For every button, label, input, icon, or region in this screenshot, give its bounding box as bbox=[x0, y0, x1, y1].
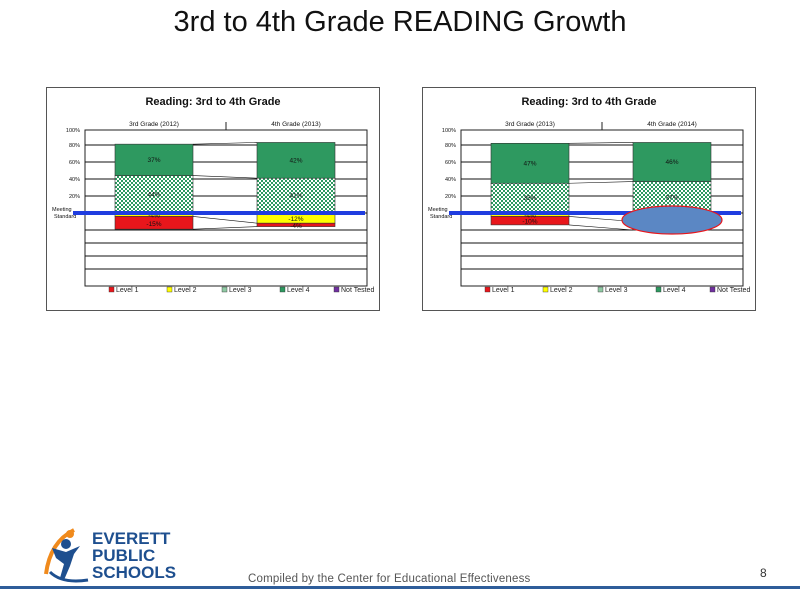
category-label: 4th Grade (2013) bbox=[271, 121, 321, 128]
data-label-level1: -10% bbox=[522, 219, 537, 226]
svg-text:SCHOOLS: SCHOOLS bbox=[92, 563, 176, 582]
logo-figure-icon: EVERETT PUBLIC SCHOOLS bbox=[44, 528, 176, 583]
series-connector bbox=[192, 142, 258, 145]
y-tick-label: 80% bbox=[69, 143, 80, 149]
everett-public-schools-logo: EVERETT PUBLIC SCHOOLS bbox=[40, 522, 190, 586]
y-tick-label: 20% bbox=[445, 194, 456, 200]
data-label-level3: 41% bbox=[289, 193, 302, 200]
slide-title: 3rd to 4th Grade READING Growth bbox=[173, 6, 627, 38]
chart-title: Reading: 3rd to 4th Grade bbox=[145, 96, 280, 108]
legend-label: Level 4 bbox=[287, 287, 310, 294]
series-connector bbox=[192, 216, 258, 224]
category-label: 3rd Grade (2012) bbox=[129, 121, 179, 128]
bar-level4 bbox=[114, 143, 194, 176]
highlight-oval bbox=[621, 205, 723, 235]
y-tick-label: 20% bbox=[69, 194, 80, 200]
legend-swatch bbox=[655, 286, 662, 293]
y-tick-label: 40% bbox=[445, 177, 456, 183]
chart-reading-2013-2014: Reading: 3rd to 4th Grade 100% 80% 60% 40% 20… bbox=[422, 87, 756, 311]
legend-label: Level 2 bbox=[174, 287, 197, 294]
data-label-level4: 42% bbox=[289, 157, 302, 164]
legend-swatch bbox=[597, 286, 604, 293]
legend-label: Level 3 bbox=[229, 287, 252, 294]
svg-text:PUBLIC: PUBLIC bbox=[92, 546, 155, 565]
y-tick-label: 100% bbox=[66, 128, 80, 134]
legend-swatch bbox=[279, 286, 286, 293]
y-tick-label: 100% bbox=[442, 128, 456, 134]
bar-level1 bbox=[114, 216, 194, 230]
meeting-standard-label: Standard bbox=[54, 214, 76, 220]
bar-level1 bbox=[256, 222, 336, 227]
series-connector bbox=[192, 226, 258, 230]
legend-swatch bbox=[542, 286, 549, 293]
data-label-level2: -4% bbox=[148, 213, 160, 220]
data-label-level4: 46% bbox=[665, 159, 678, 166]
series-connector bbox=[568, 142, 634, 144]
y-tick-label: 60% bbox=[69, 160, 80, 166]
data-label-level3: 44% bbox=[147, 191, 160, 198]
legend-swatch bbox=[166, 286, 173, 293]
legend-swatch bbox=[221, 286, 228, 293]
meeting-standard-label: Meeting bbox=[52, 207, 72, 213]
data-label-level4: 47% bbox=[523, 160, 536, 167]
y-tick-label: 80% bbox=[445, 143, 456, 149]
legend-label: Level 1 bbox=[492, 287, 515, 294]
legend-label: Level 3 bbox=[605, 287, 628, 294]
bar-level3 bbox=[490, 182, 570, 214]
svg-text:EVERETT: EVERETT bbox=[92, 529, 171, 548]
legend-label: Level 2 bbox=[550, 287, 573, 294]
bar-level3 bbox=[114, 175, 194, 214]
page-number: 8 bbox=[760, 566, 767, 580]
bar-level1 bbox=[490, 216, 570, 226]
data-label-level1: -15% bbox=[146, 221, 161, 228]
legend-label: Level 1 bbox=[116, 287, 139, 294]
legend-swatch bbox=[709, 286, 716, 293]
category-label: 4th Grade (2014) bbox=[647, 121, 697, 128]
y-tick-label: 60% bbox=[445, 160, 456, 166]
data-label-level3: 35% bbox=[523, 195, 536, 202]
chart-reading-2012-2013: Reading: 3rd to 4th Grade 100% 80% 60% 40% 20… bbox=[46, 87, 380, 311]
chart-svg: Reading: 3rd to 4th Grade 100% 80% 60% 40% 20… bbox=[52, 96, 374, 294]
legend-label: Level 4 bbox=[663, 287, 686, 294]
data-label-level3: 37% bbox=[665, 194, 678, 201]
meeting-standard-label: Meeting bbox=[428, 207, 448, 213]
chart-svg: Reading: 3rd to 4th Grade 100% 80% 60% 40% 20… bbox=[428, 96, 750, 294]
legend-label: Not Tested bbox=[341, 287, 374, 294]
legend-swatch bbox=[484, 286, 491, 293]
bar-level4 bbox=[490, 142, 570, 184]
series-connector bbox=[192, 175, 258, 179]
bar-level4 bbox=[256, 142, 336, 179]
footer-rule bbox=[0, 586, 800, 589]
legend-swatch bbox=[333, 286, 340, 293]
legend-swatch bbox=[108, 286, 115, 293]
data-label-level4: 37% bbox=[147, 157, 160, 164]
category-label: 3rd Grade (2013) bbox=[505, 121, 555, 128]
data-label-level2: -12% bbox=[288, 216, 303, 223]
bar-level4 bbox=[632, 142, 712, 182]
series-connector bbox=[568, 224, 634, 231]
y-tick-label: 40% bbox=[69, 177, 80, 183]
meeting-standard-label: Standard bbox=[430, 214, 452, 220]
data-label-level2: -4% bbox=[524, 213, 536, 220]
series-connector bbox=[568, 181, 634, 184]
legend-label: Not Tested bbox=[717, 287, 750, 294]
footer-credit: Compiled by the Center for Educational E… bbox=[248, 573, 531, 585]
chart-title: Reading: 3rd to 4th Grade bbox=[521, 96, 656, 108]
data-label-level1: -4% bbox=[290, 223, 302, 230]
